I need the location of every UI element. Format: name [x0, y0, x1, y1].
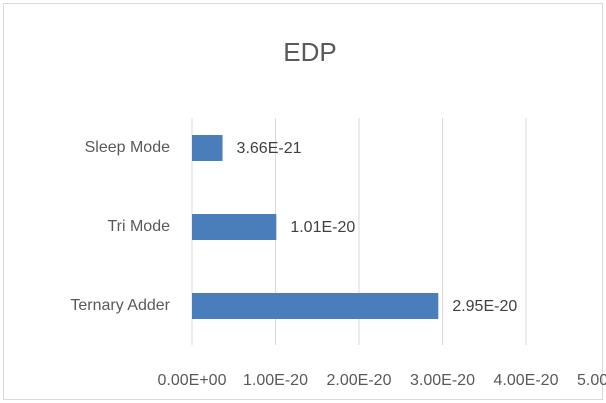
x-tick-label: 1.00E-20 — [243, 372, 308, 389]
x-tick-label: 0.00E+00 — [158, 372, 227, 389]
chart-border — [3, 3, 603, 400]
bar — [192, 293, 439, 319]
bar — [192, 214, 277, 240]
data-label: 2.95E-20 — [452, 298, 517, 315]
chart-title: EDP — [283, 37, 336, 67]
y-tick-label: Ternary Adder — [70, 297, 170, 314]
y-tick-label: Tri Mode — [107, 218, 170, 235]
bar — [192, 135, 223, 161]
y-tick-label: Sleep Mode — [85, 139, 170, 156]
x-tick-label: 5.00E-20 — [577, 372, 606, 389]
data-label: 1.01E-20 — [290, 219, 355, 236]
x-tick-label: 3.00E-20 — [410, 372, 475, 389]
x-tick-label: 2.00E-20 — [327, 372, 392, 389]
data-label: 3.66E-21 — [237, 140, 302, 157]
x-tick-label: 4.00E-20 — [494, 372, 559, 389]
